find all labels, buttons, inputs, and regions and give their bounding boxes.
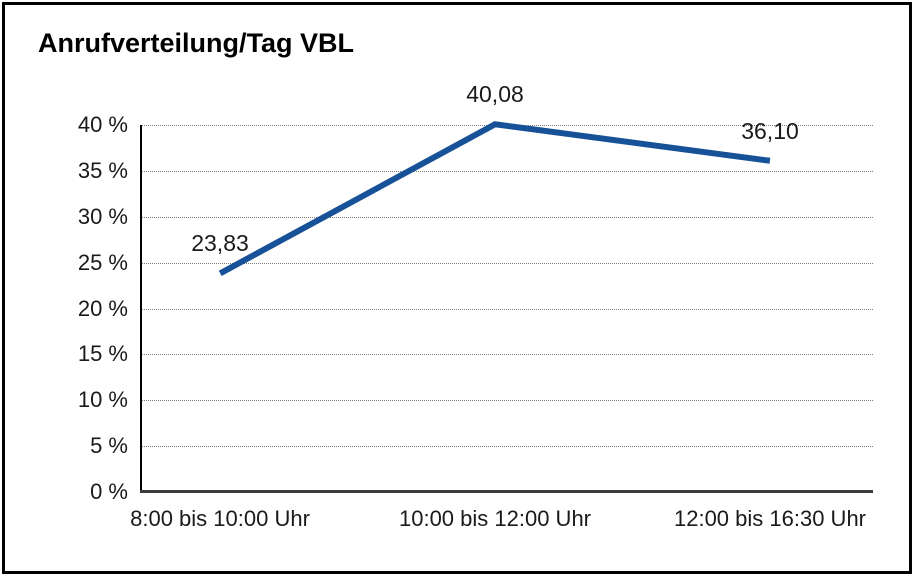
y-axis xyxy=(140,125,142,492)
data-label-2: 36,10 xyxy=(741,118,799,144)
y-tick-label-35: 35 % xyxy=(77,158,128,183)
data-label-1: 40,08 xyxy=(466,81,524,107)
gridline-25 xyxy=(142,263,873,264)
gridline-5 xyxy=(142,446,873,447)
x-axis xyxy=(140,490,873,493)
gridline-10 xyxy=(142,400,873,401)
x-tick-label-1: 10:00 bis 12:00 Uhr xyxy=(398,506,592,531)
y-tick-label-5: 5 % xyxy=(90,433,128,458)
x-tick-label-2: 12:00 bis 16:30 Uhr xyxy=(673,506,867,531)
data-label-0: 23,83 xyxy=(191,230,249,256)
chart-title: Anrufverteilung/Tag VBL xyxy=(38,28,355,58)
y-tick-label-10: 10 % xyxy=(77,387,128,412)
series-polyline xyxy=(218,121,771,276)
x-tick-label-0: 8:00 bis 10:00 Uhr xyxy=(130,506,310,531)
gridline-20 xyxy=(142,309,873,310)
gridline-35 xyxy=(142,171,873,172)
y-tick-label-40: 40 % xyxy=(77,112,128,137)
y-tick-label-15: 15 % xyxy=(77,341,128,366)
y-tick-label-30: 30 % xyxy=(77,204,128,229)
y-tick-label-20: 20 % xyxy=(77,296,128,321)
y-tick-label-25: 25 % xyxy=(77,250,128,275)
gridline-30 xyxy=(142,217,873,218)
y-tick-label-0: 0 % xyxy=(90,479,128,504)
gridline-15 xyxy=(142,354,873,355)
